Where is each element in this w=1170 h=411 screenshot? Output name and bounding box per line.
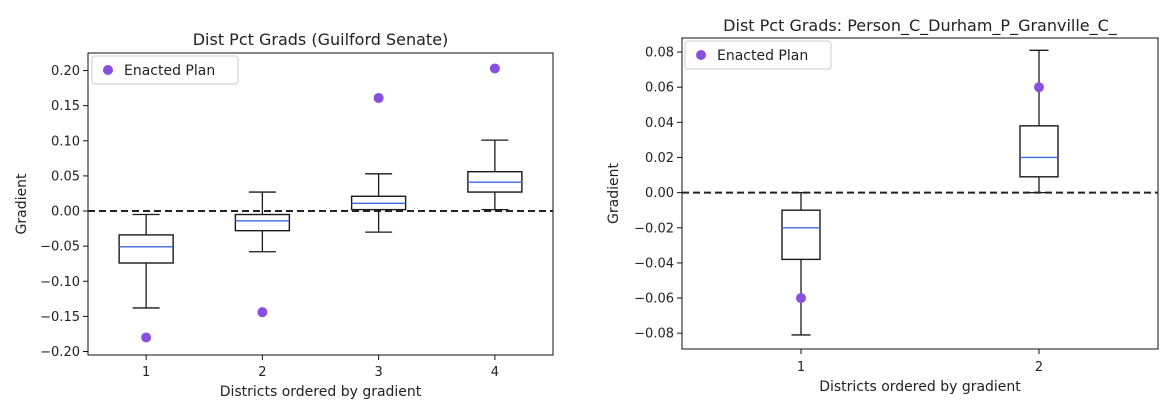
legend-box <box>91 55 239 85</box>
legend-marker <box>696 50 706 60</box>
chart-1: Dist Pct Grads (Guilford Senate) −0.20 −0.… <box>14 30 554 400</box>
legend-label: Enacted Plan <box>124 63 215 79</box>
y-tick-label: 0.05 <box>51 169 80 184</box>
box-1 <box>781 191 821 336</box>
y-tick-label: 0.08 <box>645 46 674 61</box>
y-tick-label: 0.04 <box>645 116 674 131</box>
box-2 <box>234 191 291 253</box>
x-tick-label: 4 <box>491 365 499 380</box>
x-tick-label: 3 <box>374 365 382 380</box>
y-tick-label: −0.08 <box>634 327 674 342</box>
enacted-plan-point <box>257 307 268 318</box>
enacted-plan-point <box>1034 82 1044 93</box>
legend-marker <box>103 65 113 75</box>
enacted-plan-point <box>373 92 384 103</box>
y-axis-label: Gradient <box>14 173 30 234</box>
box-iqr <box>1019 125 1059 178</box>
box-iqr <box>234 213 291 232</box>
plot-frame <box>87 52 554 356</box>
x-tick-label: 1 <box>142 365 150 380</box>
x-axis-label: Districts ordered by gradient <box>819 379 1021 395</box>
box-2 <box>1019 49 1059 194</box>
x-tick-label: 1 <box>797 360 805 375</box>
y-tick-label: −0.02 <box>634 221 674 236</box>
enacted-plan-point <box>489 63 500 74</box>
x-tick-label: 2 <box>1035 360 1043 375</box>
y-tick-label: −0.05 <box>40 240 80 255</box>
chart-2: Dist Pct Grads: Person_C_Durham_P_Granvi… <box>606 16 1159 395</box>
enacted-plan-point <box>796 293 806 304</box>
y-tick-label: 0.02 <box>645 151 674 166</box>
enacted-plan-point <box>141 332 152 343</box>
y-tick-label: −0.06 <box>634 292 674 307</box>
box-4 <box>467 139 523 211</box>
y-tick-label: 0.06 <box>645 81 674 96</box>
y-tick-label: 0.20 <box>51 64 80 79</box>
box-1 <box>118 213 174 309</box>
chart-title: Dist Pct Grads (Guilford Senate) <box>193 30 449 49</box>
x-tick-label: 2 <box>258 365 266 380</box>
y-tick-label: 0.15 <box>51 99 80 114</box>
box-iqr <box>781 209 821 261</box>
legend-box <box>684 40 832 70</box>
box-iqr <box>118 234 174 264</box>
y-tick-label: −0.20 <box>40 345 80 360</box>
y-tick-label: −0.15 <box>40 310 80 325</box>
y-tick-label: 0.10 <box>51 134 80 149</box>
chart-title: Dist Pct Grads: Person_C_Durham_P_Granvi… <box>723 16 1118 36</box>
legend: Enacted Plan <box>91 55 239 85</box>
y-tick-label: 0.00 <box>51 205 80 220</box>
y-tick-label: −0.04 <box>634 256 674 271</box>
y-tick-label: 0.00 <box>645 186 674 201</box>
y-axis-label: Gradient <box>606 163 622 224</box>
x-axis-label: Districts ordered by gradient <box>220 384 422 400</box>
box-3 <box>350 173 407 233</box>
y-tick-label: −0.10 <box>40 275 80 290</box>
legend-label: Enacted Plan <box>717 48 808 64</box>
legend: Enacted Plan <box>684 40 832 70</box>
